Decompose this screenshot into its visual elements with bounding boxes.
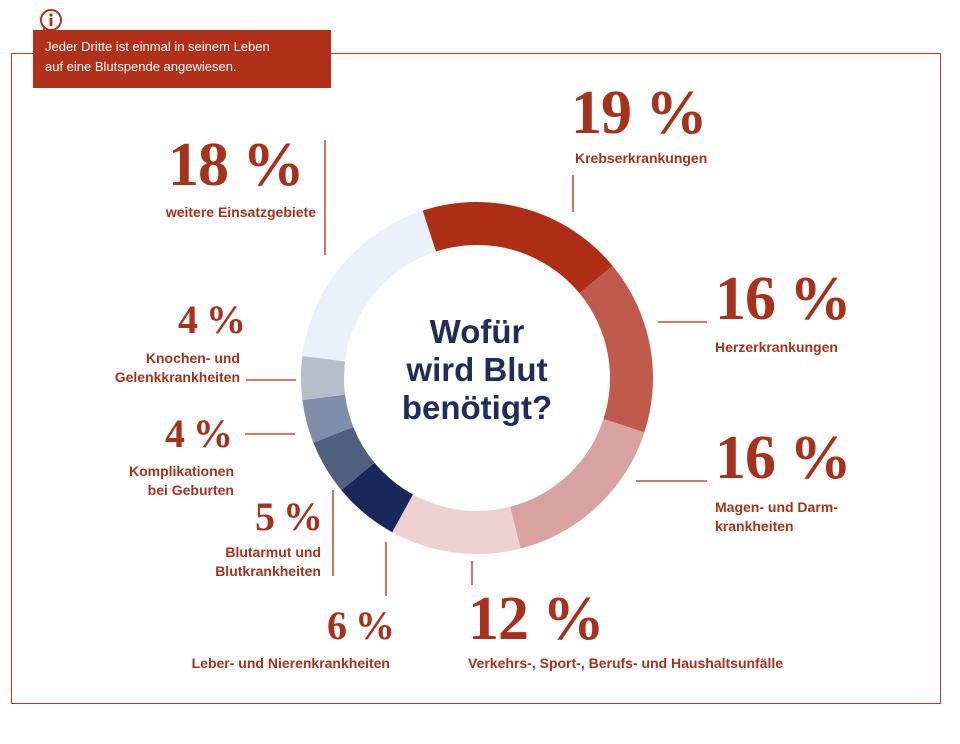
- label-magen-line1: Magen- und Darm-: [715, 499, 838, 515]
- pct-leber: 6 %: [327, 603, 395, 648]
- donut-slice-5: [341, 462, 413, 533]
- donut-slice-6: [313, 426, 375, 491]
- pct-magen: 16 %: [715, 424, 851, 492]
- donut-slice-2: [579, 265, 653, 433]
- pct-blutarmut: 5 %: [255, 494, 323, 539]
- pct-knochen: 4 %: [178, 297, 246, 342]
- donut-slice-7: [302, 394, 354, 443]
- label-blutarmut-line2: Blutkrankheiten: [215, 563, 321, 579]
- pct-weitere: 18 %: [168, 131, 304, 199]
- info-icon: [40, 9, 62, 31]
- label-weitere: weitere Einsatzgebiete: [165, 204, 316, 220]
- label-blutarmut-line1: Blutarmut und: [225, 544, 321, 560]
- pct-krebs: 19 %: [571, 79, 707, 147]
- label-magen-line2: krankheiten: [715, 518, 794, 534]
- label-knochen: Knochen- und Gelenkkrankheiten: [80, 349, 240, 387]
- label-geburten: Komplikationen bei Geburten: [80, 462, 234, 500]
- label-geburten-line1: Komplikationen: [128, 463, 234, 479]
- label-leber: Leber- und Nierenkrankheiten: [191, 655, 390, 671]
- label-krebs: Krebserkrankungen: [575, 150, 708, 166]
- label-magen: Magen- und Darm- krankheiten: [715, 498, 838, 536]
- chart-frame: [11, 53, 941, 704]
- label-knochen-line1: Knochen- und: [145, 350, 240, 366]
- pct-unfaelle: 12 %: [468, 585, 604, 653]
- info-box: Jeder Dritte ist einmal in seinem Leben …: [33, 30, 331, 88]
- donut-slice-1: [422, 201, 613, 294]
- label-herz: Herzerkrankungen: [715, 339, 838, 355]
- info-text-line1: Jeder Dritte ist einmal in seinem Leben: [45, 39, 270, 54]
- center-title-line3: benötigt?: [401, 389, 553, 426]
- donut-slice-8: [301, 355, 346, 401]
- center-title: Wofür wird Blut benötigt?: [377, 313, 577, 427]
- pct-herz: 16 %: [715, 265, 851, 333]
- label-blutarmut: Blutarmut und Blutkrankheiten: [160, 543, 321, 581]
- donut-slice-9: [302, 210, 436, 362]
- pct-geburten: 4 %: [165, 411, 233, 456]
- center-title-line2: wird Blut: [406, 351, 548, 388]
- label-geburten-line2: bei Geburten: [147, 482, 234, 498]
- donut-slice-3: [510, 419, 645, 549]
- center-title-line1: Wofür: [429, 313, 525, 350]
- label-knochen-line2: Gelenkkrankheiten: [114, 369, 240, 385]
- info-text-line2: auf eine Blutspende angewiesen.: [45, 59, 237, 74]
- label-unfaelle: Verkehrs-, Sport-, Berufs- und Haushalts…: [468, 655, 784, 671]
- donut-slice-4: [392, 494, 521, 555]
